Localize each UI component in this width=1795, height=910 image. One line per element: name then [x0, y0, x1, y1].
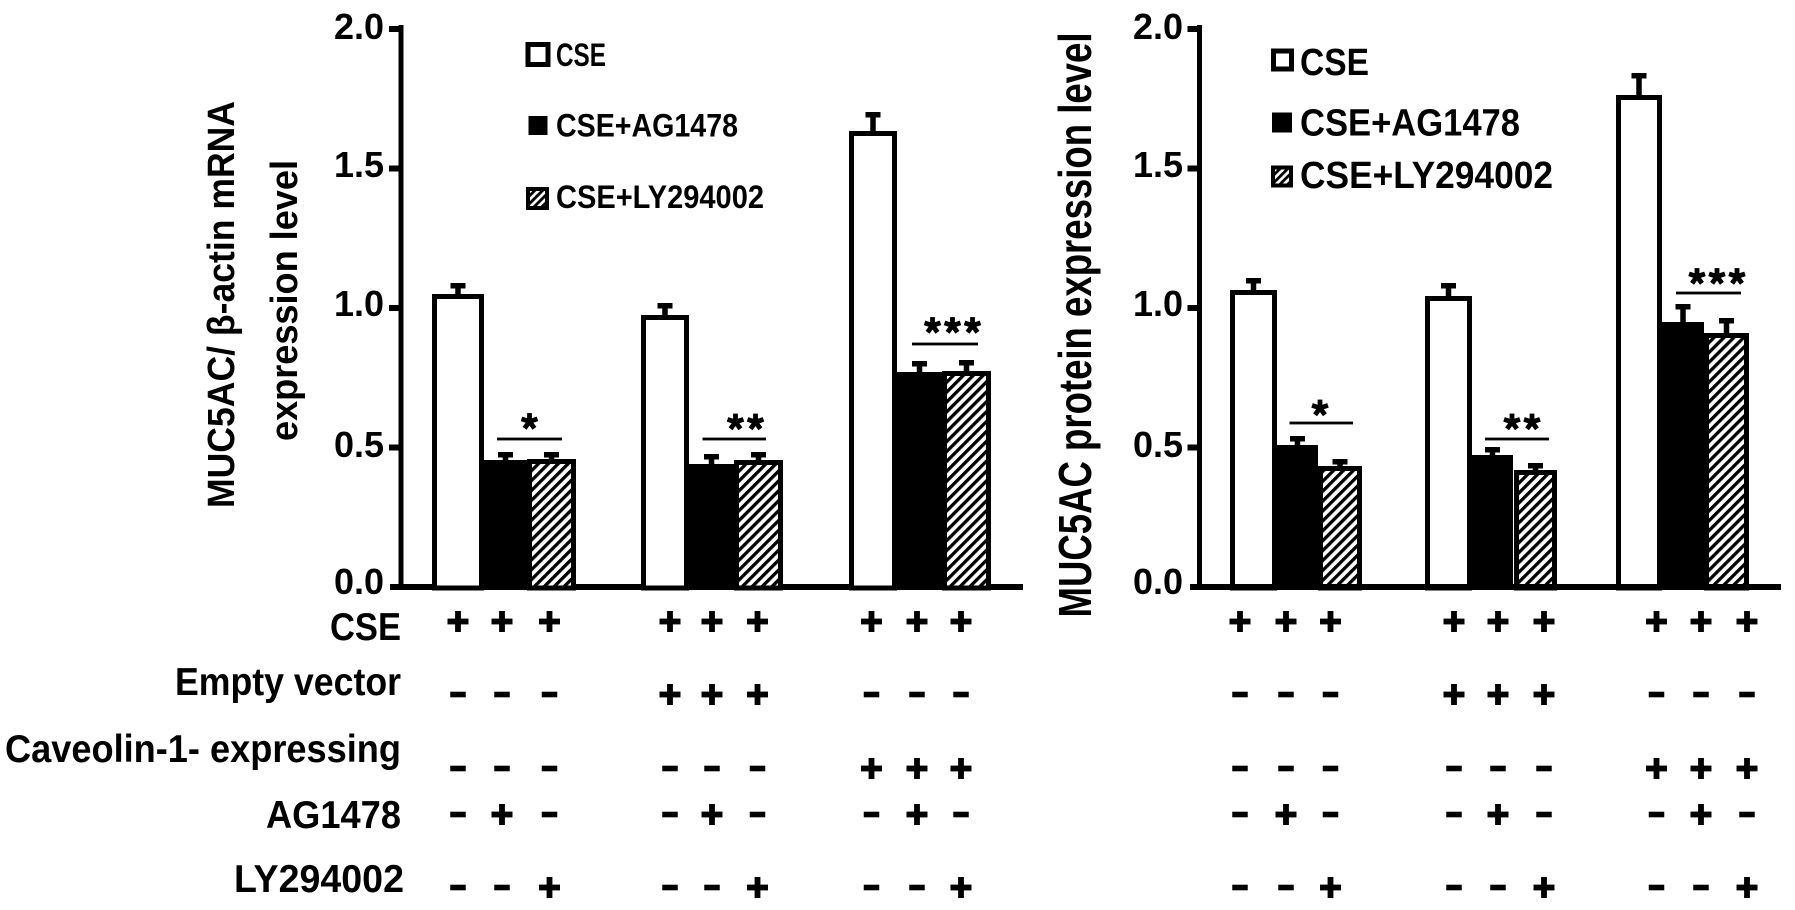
svg-text:1.0: 1.0 [334, 283, 384, 324]
svg-text:0.0: 0.0 [334, 561, 384, 602]
svg-text:CSE+AG1478: CSE+AG1478 [1300, 103, 1520, 145]
svg-text:AG1478: AG1478 [266, 794, 401, 837]
svg-text:CSE: CSE [1300, 42, 1369, 84]
svg-text:0.5: 0.5 [334, 424, 384, 465]
svg-text:1.5: 1.5 [1133, 144, 1183, 185]
svg-text:LY294002: LY294002 [234, 858, 404, 901]
svg-text:CSE+AG1478: CSE+AG1478 [556, 108, 738, 144]
svg-text:CSE: CSE [330, 606, 401, 649]
svg-text:MUC5AC/ β-actin mRNA: MUC5AC/ β-actin mRNA [201, 101, 243, 508]
svg-text:1.5: 1.5 [334, 144, 384, 185]
svg-text:0.0: 0.0 [1133, 561, 1183, 602]
svg-text:0.5: 0.5 [1133, 424, 1183, 465]
svg-text:MUC5AC protein expression leve: MUC5AC protein expression level [1049, 33, 1101, 618]
svg-text:1.0: 1.0 [1133, 283, 1183, 324]
svg-text:expression level: expression level [264, 160, 306, 441]
svg-text:CSE: CSE [556, 37, 606, 73]
svg-text:2.0: 2.0 [1133, 6, 1183, 47]
svg-text:CSE+LY294002: CSE+LY294002 [556, 179, 764, 215]
svg-text:2.0: 2.0 [334, 6, 384, 47]
svg-text:Caveolin-1- expressing: Caveolin-1- expressing [5, 728, 401, 771]
svg-text:CSE+LY294002: CSE+LY294002 [1300, 155, 1553, 197]
svg-text:Empty vector: Empty vector [175, 661, 401, 704]
